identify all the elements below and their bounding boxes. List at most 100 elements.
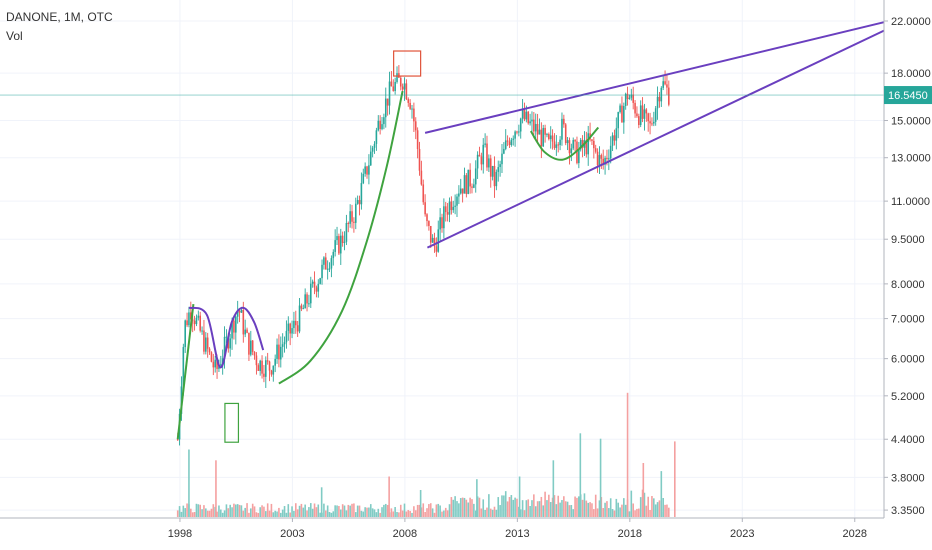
volume-bar: [544, 491, 546, 517]
volume-bar: [628, 511, 631, 517]
x-tick-label: 2013: [505, 528, 529, 540]
volume-bar: [255, 512, 258, 517]
candle-body: [343, 241, 346, 243]
candle-body: [375, 130, 378, 144]
volume-bar: [201, 509, 203, 517]
candle-body: [291, 328, 293, 334]
volume-bar: [608, 508, 610, 517]
candle-body: [238, 310, 241, 313]
volume-bar: [429, 503, 432, 517]
volume-bar: [469, 497, 471, 517]
volume-bar: [583, 493, 586, 517]
volume-bar: [664, 504, 666, 517]
volume-bar: [428, 504, 430, 517]
candle-body: [396, 73, 398, 82]
volume-bar: [553, 495, 556, 517]
volume-bar: [651, 496, 653, 517]
candle-body: [499, 164, 501, 168]
volume-bar: [585, 500, 588, 517]
volume-bar: [516, 498, 518, 517]
volume-bar: [369, 504, 372, 517]
volume-bar: [499, 505, 501, 517]
candle-body: [193, 320, 196, 325]
volume-bar: [396, 511, 398, 517]
volume-bar: [279, 512, 282, 517]
volume-bar: [398, 512, 400, 517]
candle-body: [647, 113, 649, 122]
candle-body: [495, 171, 498, 187]
volume-indicator-label[interactable]: Vol: [6, 29, 23, 43]
volume-bar: [503, 495, 505, 517]
volume-bar: [613, 510, 616, 517]
volume-bar: [364, 507, 366, 517]
candle-body: [604, 157, 606, 165]
drawings[interactable]: [176, 21, 885, 443]
y-tick-label: 3.8000: [891, 472, 925, 484]
volume-bar: [632, 503, 634, 517]
volume-bar: [448, 504, 451, 517]
time-axis[interactable]: 1998 2003 2008 2013 2018 2023 2028: [0, 517, 884, 540]
volume-bar: [506, 501, 509, 517]
candle-body: [422, 184, 425, 203]
volume-bar: [384, 503, 387, 517]
volume-bar: [259, 507, 261, 517]
volume-bar: [356, 505, 359, 517]
volume-bar: [193, 511, 196, 517]
volume-bar: [362, 511, 365, 517]
candle-body: [424, 202, 426, 215]
volume-bar: [236, 504, 239, 517]
volume-bar: [497, 497, 500, 517]
volume-bar: [621, 504, 623, 517]
x-tick-label: 2023: [730, 528, 754, 540]
candle-body: [399, 77, 402, 87]
volume-bar: [197, 504, 200, 517]
candle-body: [426, 214, 428, 222]
volume-bar: [471, 499, 473, 517]
candle-body: [501, 153, 503, 165]
volume-bar: [534, 506, 537, 517]
candle-body: [190, 312, 192, 320]
candle-body: [428, 221, 430, 226]
price-axis[interactable]: 22.0000 18.0000 15.0000 13.0000 11.0000 9.500…: [883, 0, 931, 518]
candle-body: [653, 121, 655, 124]
y-tick-label: 22.0000: [891, 16, 931, 28]
y-tick-label: 3.3500: [891, 505, 925, 517]
candle-body: [353, 221, 355, 223]
candle-body: [274, 358, 276, 366]
candle-body: [578, 149, 580, 164]
volume-bar: [285, 512, 288, 517]
volume-bar: [405, 511, 408, 517]
symbol-title[interactable]: DANONE, 1M, OTC: [6, 10, 113, 24]
candle-body: [538, 129, 541, 135]
volume-bar: [643, 492, 646, 517]
volume-bar: [231, 507, 233, 517]
candle-body: [328, 268, 331, 270]
candle-body: [223, 336, 226, 359]
green-parabolic-curve: [278, 90, 404, 385]
volume-bar: [268, 510, 271, 517]
candle-body: [416, 130, 419, 150]
candle-body: [579, 139, 582, 150]
candle-body: [298, 305, 301, 332]
candle-body: [549, 135, 552, 140]
volume-bar: [289, 512, 291, 517]
candle-body: [465, 175, 468, 194]
candle-body: [358, 200, 361, 205]
volume-bar: [450, 497, 453, 517]
y-tick-label: 5.2000: [891, 391, 925, 403]
volume-bar: [242, 510, 245, 517]
candle-body: [349, 211, 351, 224]
candle-body: [366, 166, 368, 175]
candle-body: [553, 141, 556, 148]
candle-body: [431, 237, 434, 243]
candle-body: [336, 236, 338, 241]
candle-body: [594, 148, 597, 152]
candle-body: [184, 320, 186, 348]
volume-bar: [368, 507, 370, 517]
candle-body: [264, 360, 267, 377]
candle-body: [373, 143, 376, 148]
candle-body: [662, 81, 664, 88]
candle-body: [615, 128, 618, 141]
candle-body: [240, 309, 243, 313]
